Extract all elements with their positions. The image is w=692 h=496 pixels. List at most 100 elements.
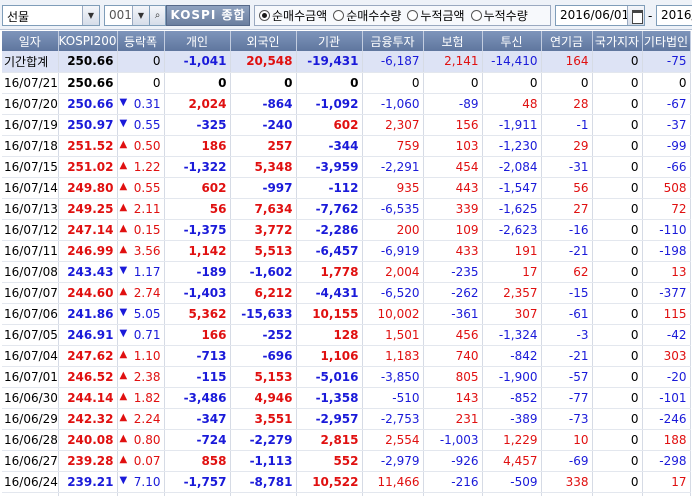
radio-cumulative-quantity[interactable]: 누적수량 [470,7,528,24]
start-date-input[interactable]: 2016/06/01 [555,5,645,26]
summary-row[interactable]: 기간합계 250.66 0 -1,041 20,548 -19,431 -6,187 2,14… [2,51,691,73]
market-button[interactable]: KOSPI 종합 [166,5,250,26]
search-button[interactable]: ⌕ [150,5,166,26]
table-row[interactable]: 16/07/06 241.86 ▼ 5.05 5,362 -15,633 10,155 10,… [2,303,691,325]
table-row[interactable]: 16/06/29 242.32 ▲ 2.24 -347 3,551 -2,957 -2,753… [2,408,691,430]
code-select[interactable]: 001 ▼ [104,5,150,26]
change-value: 2.74 [133,285,161,300]
radio-dot-icon[interactable] [407,10,419,21]
radio-label: 누적금액 [420,9,465,23]
column-header[interactable]: 기관 [296,31,363,51]
up-arrow-icon: ▲ [119,390,128,402]
insurance-cell: 456 [423,324,483,346]
column-header[interactable]: 등락폭 [117,31,165,51]
column-header[interactable]: 투신 [482,31,542,51]
table-row[interactable]: 16/06/23246.31▼0.44492828-1,385-1,101304… [2,492,691,496]
individual-cell: -724 [164,429,231,451]
table-row[interactable]: 16/07/05 246.91 ▼ 0.71 166 -252 128 1,501 456 -1,… [2,324,691,346]
radio-label: 누적수량 [483,9,528,23]
individual-cell: 858 [164,450,231,472]
individual-cell: -1,375 [164,219,231,241]
table-row[interactable]: 16/06/30 244.14 ▲ 1.82 -3,486 4,946 -1,358 -510… [2,387,691,409]
table-row[interactable]: 16/07/11 246.99 ▲ 3.56 1,142 5,513 -6,457 -6,91… [2,240,691,262]
search-icon[interactable]: ⌕ [150,6,165,25]
insurance-cell: -1,003 [423,429,483,451]
table-row[interactable]: 16/07/12 247.14 ▲ 0.15 -1,375 3,772 -2,286 200 1… [2,219,691,241]
pension-cell: -3 [541,324,593,346]
product-select[interactable]: 선물 ▼ [2,5,100,26]
pension-cell: 27 [541,198,593,220]
date-cell: 16/06/30 [2,387,59,409]
insurance-cell: 304 [423,492,483,496]
change-cell: ▲ 0.55 [117,177,165,199]
table-row[interactable]: 16/07/04 247.62 ▲ 1.10 -713 -696 1,106 1,183 740… [2,345,691,367]
table-row[interactable]: 16/06/24 239.21 ▼ 7.10 -1,757 -8,781 10,522 11,… [2,471,691,493]
table-row[interactable]: 16/06/28 240.08 ▲ 0.80 -724 -2,279 2,815 2,554-… [2,429,691,451]
change-value: 0.50 [133,138,161,153]
change-cell: ▼ 7.10 [117,471,165,493]
table-row[interactable]: 16/07/19 250.97 ▼ 0.55 -325 -240 602 2,307 156 -1… [2,114,691,136]
other-corp-cell: -42 [642,324,691,346]
kospi200-cell: 251.52 [58,135,118,157]
government-cell: 0 [592,324,643,346]
government-cell: 0 [592,219,643,241]
end-date-input[interactable]: 2016/ [656,5,692,26]
change-value: 0 [152,54,161,69]
table-row[interactable]: 16/07/01 246.52 ▲ 2.38 -115 5,153 -5,016 -3,850… [2,366,691,388]
table-row[interactable]: 16/07/07 244.60 ▲ 2.74 -1,403 6,212 -4,431 -6,5… [2,282,691,304]
table-row[interactable]: 16/07/21 250.66 0 0 0 0 0 0 0 0 0 0 [2,72,691,94]
radio-net-buy-quantity[interactable]: 순매수수량 [333,7,401,24]
up-arrow-icon: ▲ [119,222,128,234]
table-row[interactable]: 16/07/14 249.80 ▲ 0.55 602 -997 -112 935 443 -1,5… [2,177,691,199]
table-row[interactable]: 16/07/15 251.02 ▲ 1.22 -1,322 5,348 -3,959 -2,2… [2,156,691,178]
insurance-cell: -262 [423,282,483,304]
column-header[interactable]: 연기금 [541,31,593,51]
chevron-down-icon[interactable]: ▼ [82,6,99,25]
institution-cell: -1,358 [296,387,363,409]
investment-trust-cell: 0 [482,72,542,94]
other-corp-cell: -198 [642,240,691,262]
column-header[interactable]: 일자 [2,31,59,51]
foreign-cell: 257 [230,135,297,157]
table-row[interactable]: 16/07/08 243.43 ▼ 1.17 -189 -1,602 1,778 2,004-… [2,261,691,283]
investment-trust-cell: -2,084 [482,156,542,178]
other-corp-cell: 0 [642,72,691,94]
other-corp-cell: -75 [642,51,691,73]
individual-cell: 1,142 [164,240,231,262]
other-corp-cell: -110 [642,219,691,241]
table-row[interactable]: 16/06/27 239.28 ▲ 0.07 858 -1,113 552 -2,979 -92… [2,450,691,472]
other-corp-cell: 64 [642,492,691,496]
column-header[interactable]: KOSPI200 [58,31,118,51]
date-cell: 16/06/24 [2,471,59,493]
up-arrow-icon: ▲ [119,411,128,423]
institution-cell: -1,092 [296,93,363,115]
column-header[interactable]: 개인 [164,31,231,51]
individual-cell: -1,322 [164,156,231,178]
financial-investment-cell: -1,101 [362,492,424,496]
date-cell: 16/07/08 [2,261,59,283]
change-cell: ▼0.44 [117,492,165,496]
column-header[interactable]: 국가지자 [592,31,643,51]
table-row[interactable]: 16/07/20 250.66 ▼ 0.31 2,024 -864 -1,092 -1,060… [2,93,691,115]
radio-dot-icon[interactable] [333,10,345,21]
column-header[interactable]: 보험 [423,31,483,51]
calendar-icon[interactable] [627,6,644,25]
pension-cell: -1 [541,114,593,136]
table-row[interactable]: 16/07/18 251.52 ▲ 0.50 186 257 -344 759 103 -1,23… [2,135,691,157]
foreign-cell: -252 [230,324,297,346]
radio-dot-icon[interactable] [259,10,270,21]
date-cell: 기간합계 [2,51,59,73]
column-header[interactable]: 금융투자 [362,31,424,51]
column-header[interactable]: 기타법인 [642,31,691,51]
column-header[interactable]: 외국인 [230,31,297,51]
table-row[interactable]: 16/07/13 249.25 ▲ 2.11 56 7,634 -7,762 -6,535 33… [2,198,691,220]
radio-net-buy-amount[interactable]: 순매수금액 [259,7,327,24]
up-arrow-icon: ▲ [119,453,128,465]
government-cell: 0 [592,72,643,94]
radio-dot-icon[interactable] [470,10,482,21]
radio-cumulative-amount[interactable]: 누적금액 [407,7,465,24]
institution-cell: 128 [296,324,363,346]
chevron-down-icon[interactable]: ▼ [132,6,149,25]
government-cell: 0 [592,492,643,496]
up-arrow-icon: ▲ [119,138,128,150]
